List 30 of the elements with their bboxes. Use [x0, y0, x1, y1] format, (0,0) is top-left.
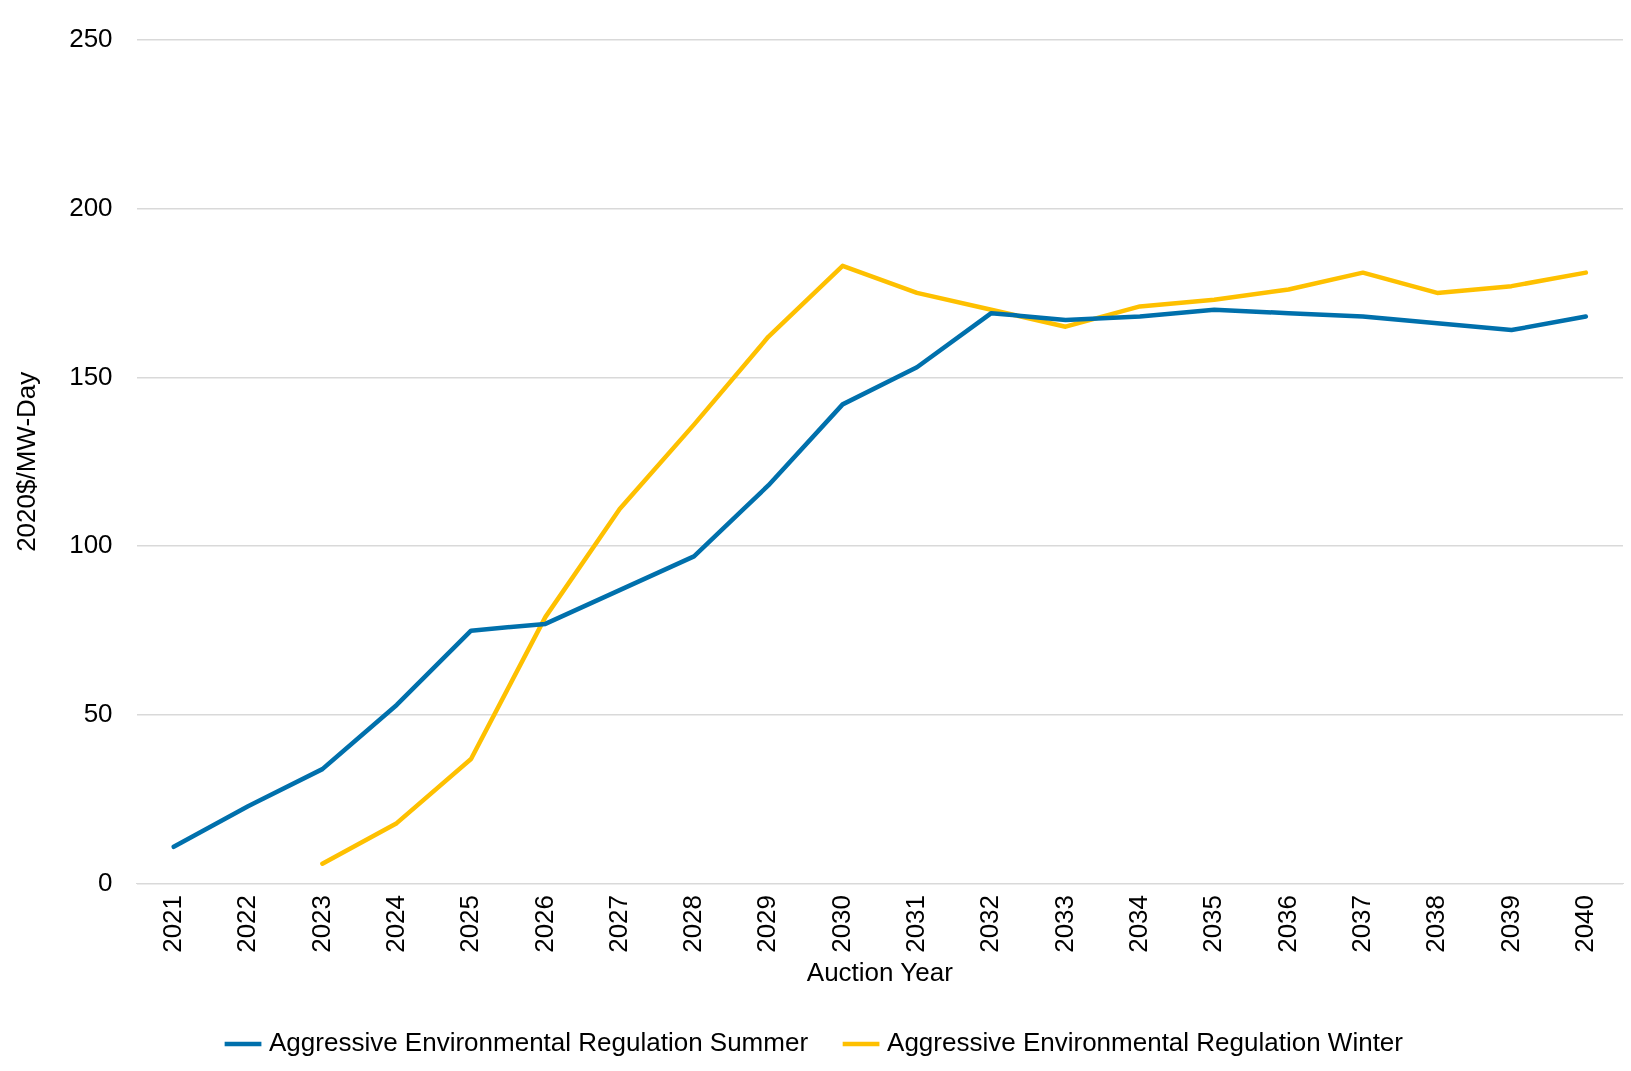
y-tick-label: 250 — [69, 22, 113, 53]
x-tick-label: 2031 — [900, 894, 931, 953]
x-tick-label: 2036 — [1271, 894, 1302, 953]
x-tick-label: 2025 — [454, 894, 485, 953]
x-tick-label: 2033 — [1048, 894, 1079, 953]
x-tick-label: 2038 — [1420, 894, 1451, 953]
x-tick-label: 2028 — [677, 894, 708, 953]
x-tick-label: 2026 — [528, 894, 559, 953]
x-tick-label: 2024 — [379, 894, 410, 953]
legend-label: Aggressive Environmental Regulation Winter — [887, 1027, 1404, 1058]
y-tick-label: 0 — [98, 867, 113, 898]
x-tick-label: 2037 — [1346, 894, 1377, 953]
y-tick-label: 150 — [69, 360, 113, 391]
x-tick-label: 2023 — [305, 894, 336, 953]
x-tick-label: 2032 — [974, 894, 1005, 953]
legend-label: Aggressive Environmental Regulation Summer — [269, 1027, 809, 1058]
y-tick-label: 100 — [69, 529, 113, 560]
x-tick-label: 2039 — [1494, 894, 1525, 953]
x-tick-label: 2030 — [825, 894, 856, 953]
x-tick-label: 2027 — [602, 894, 633, 953]
x-tick-label: 2022 — [231, 894, 262, 953]
x-tick-label: 2029 — [751, 894, 782, 953]
x-tick-label: 2021 — [156, 894, 187, 953]
x-tick-label: 2040 — [1569, 894, 1600, 953]
x-tick-label: 2035 — [1197, 894, 1228, 953]
y-axis-title: 2020$/MW-Day — [10, 371, 41, 552]
x-axis-title: Auction Year — [806, 956, 954, 987]
x-tick-label: 2034 — [1123, 894, 1154, 953]
y-tick-label: 200 — [69, 191, 113, 222]
y-tick-label: 50 — [83, 698, 113, 729]
